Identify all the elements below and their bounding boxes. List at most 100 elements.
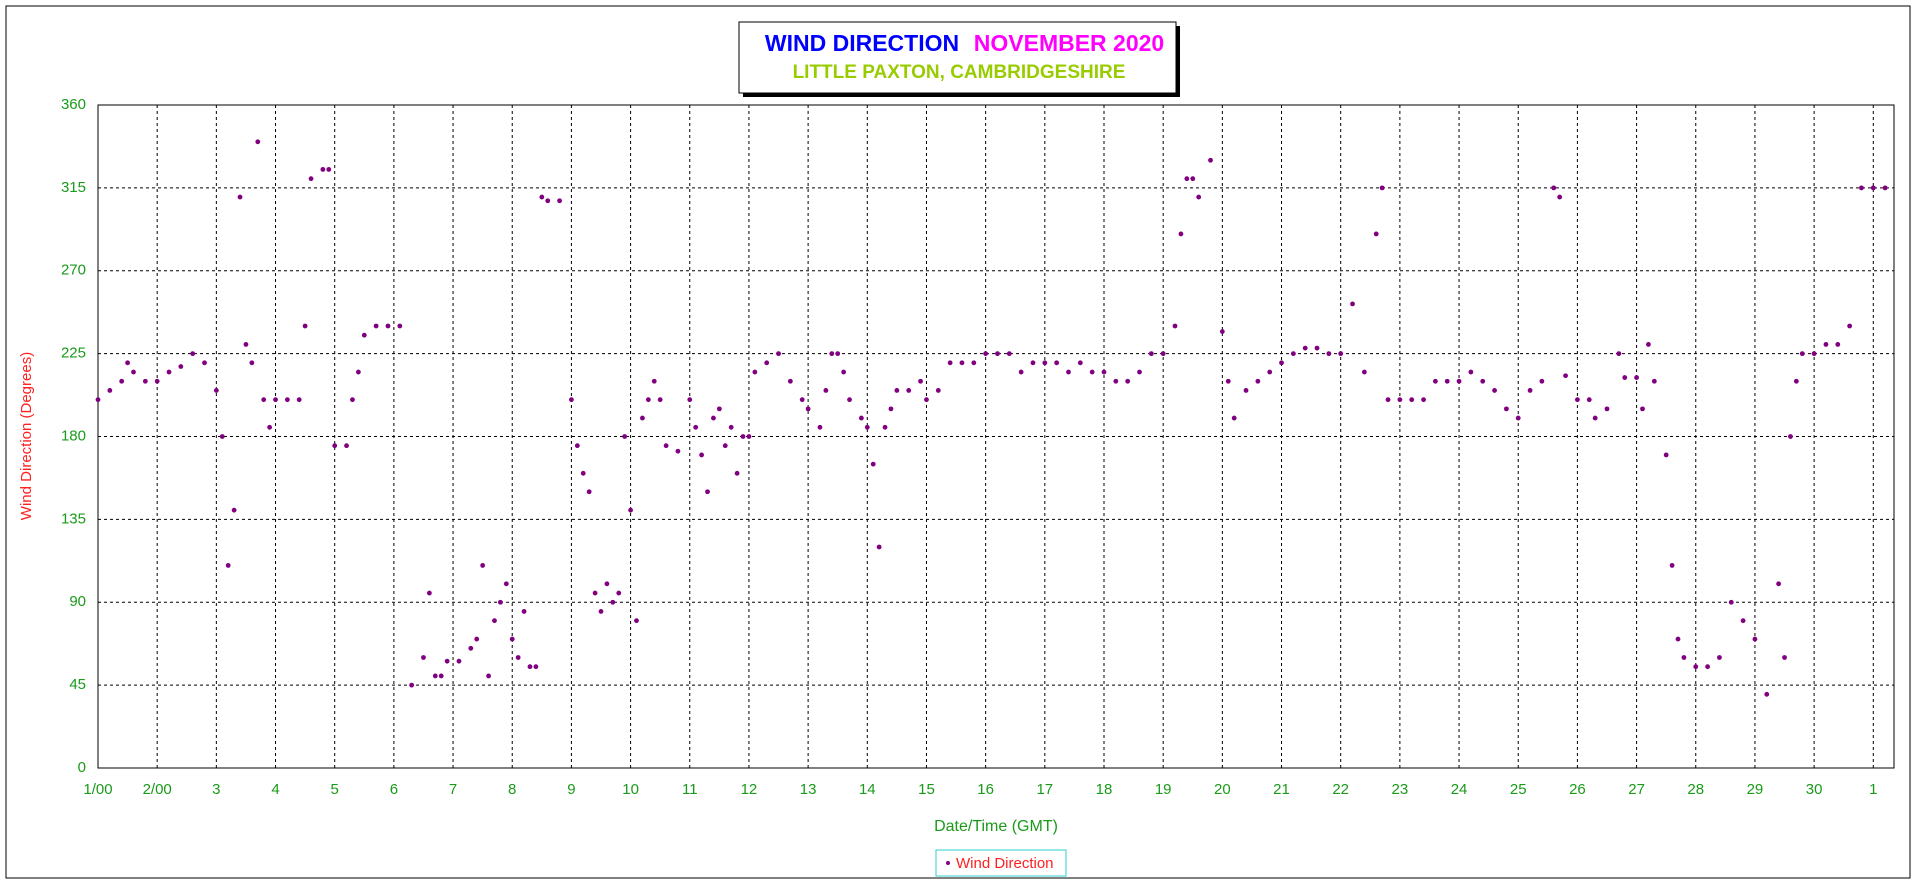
data-point [515, 655, 521, 660]
x-tick-label: 26 [1569, 781, 1586, 798]
data-point [202, 360, 207, 366]
data-point [397, 323, 403, 329]
data-point [1557, 194, 1563, 200]
data-point [1172, 323, 1178, 329]
data-point [1663, 452, 1669, 458]
data-point [361, 332, 367, 338]
data-point [847, 397, 852, 403]
data-point [776, 351, 781, 357]
data-point [261, 397, 267, 403]
data-point [119, 378, 125, 384]
data-point [858, 415, 864, 421]
x-tick-label: 4 [271, 781, 279, 798]
data-point [935, 388, 941, 393]
data-point [640, 415, 645, 421]
data-point [1089, 369, 1095, 375]
data-point [1231, 415, 1237, 421]
data-point [1539, 378, 1545, 384]
data-point [1279, 360, 1284, 366]
data-point [1302, 345, 1308, 351]
data-point [480, 563, 486, 568]
x-tick-label: 10 [622, 781, 639, 798]
x-tick-label: 7 [449, 781, 457, 798]
data-point [1178, 231, 1184, 237]
data-point [1456, 378, 1462, 384]
data-point [438, 673, 444, 679]
data-point [1604, 406, 1610, 412]
data-point [1314, 345, 1320, 351]
data-point [995, 351, 1000, 357]
data-point [1793, 378, 1799, 384]
data-point [326, 167, 332, 172]
data-point [456, 658, 462, 664]
data-point [1669, 563, 1675, 568]
x-tick-label: 17 [1036, 781, 1053, 798]
data-point [125, 360, 130, 366]
x-tick-label: 14 [859, 781, 876, 798]
data-point [1675, 636, 1681, 642]
data-point [190, 351, 196, 357]
data-point [1066, 369, 1071, 375]
data-point [693, 424, 699, 430]
data-point [598, 609, 604, 614]
data-point [1267, 369, 1273, 375]
data-point [1184, 176, 1190, 182]
x-tick-label: 2/00 [143, 781, 172, 798]
data-point [1373, 231, 1379, 237]
data-point [1551, 185, 1557, 191]
data-point [332, 443, 338, 449]
data-point [829, 351, 835, 357]
data-point [1397, 397, 1403, 403]
data-point [166, 369, 172, 375]
data-point [1740, 618, 1746, 624]
data-point [628, 507, 633, 513]
data-point [231, 507, 237, 513]
data-point [497, 599, 503, 605]
data-point [817, 424, 823, 430]
data-point [444, 658, 450, 664]
data-point [799, 397, 805, 403]
data-point [1646, 342, 1651, 347]
data-point [1225, 378, 1231, 384]
data-point [610, 599, 616, 605]
data-point [1148, 351, 1154, 357]
x-axis-label: Date/Time (GMT) [934, 818, 1058, 835]
data-point [959, 360, 965, 366]
data-point [734, 470, 740, 476]
data-point [835, 351, 841, 357]
data-point [509, 636, 515, 642]
data-point [740, 434, 746, 439]
x-tick-label: 23 [1392, 781, 1409, 798]
data-point [604, 581, 610, 587]
data-point [870, 461, 876, 467]
data-point [225, 563, 231, 568]
data-point [728, 424, 734, 430]
data-point [651, 378, 657, 384]
y-tick-label: 180 [61, 427, 86, 444]
data-point [823, 388, 829, 393]
data-point [1468, 369, 1474, 375]
x-tick-label: 30 [1806, 781, 1823, 798]
data-point [1421, 397, 1426, 403]
data-point [1125, 378, 1131, 384]
data-point [657, 397, 663, 403]
data-point [947, 360, 953, 366]
y-axis-label: Wind Direction (Degrees) [18, 352, 35, 520]
data-point [267, 424, 273, 430]
data-point [616, 590, 622, 596]
data-point [249, 360, 255, 366]
y-tick-label: 315 [61, 179, 86, 196]
data-point [1752, 636, 1758, 642]
data-point [1385, 397, 1391, 403]
chart-subtitle: LITTLE PAXTON, CAMBRIDGESHIRE [793, 62, 1126, 83]
data-point [906, 388, 912, 393]
data-point [1835, 342, 1841, 347]
data-point [1361, 369, 1367, 375]
data-point [1444, 378, 1450, 384]
data-point [888, 406, 894, 412]
data-point [243, 342, 249, 347]
y-tick-label: 360 [61, 96, 86, 113]
data-point [1681, 655, 1687, 660]
data-point [142, 378, 148, 384]
data-point [1563, 373, 1568, 379]
